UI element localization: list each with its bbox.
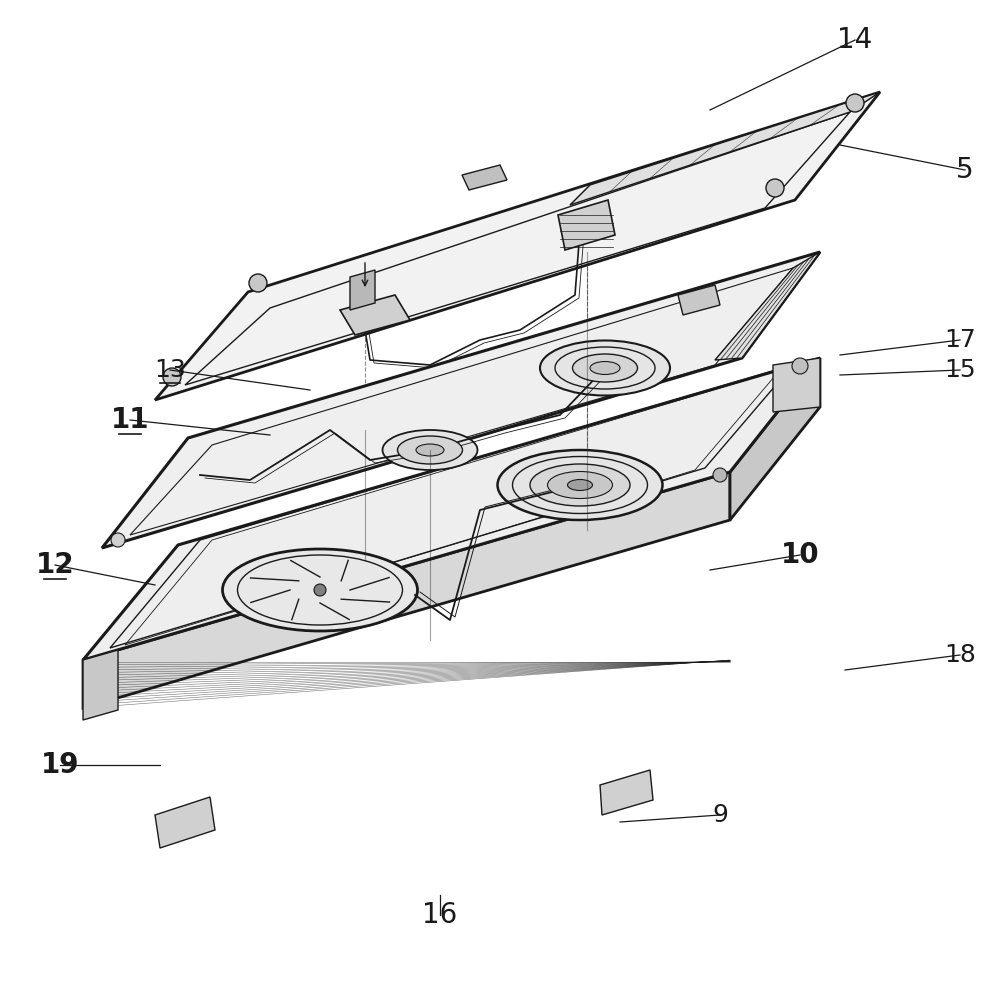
Polygon shape (730, 358, 820, 520)
Circle shape (249, 274, 267, 292)
Ellipse shape (398, 436, 462, 464)
Polygon shape (715, 252, 820, 360)
Text: 16: 16 (422, 901, 458, 929)
Circle shape (163, 368, 181, 386)
Ellipse shape (498, 450, 662, 520)
Polygon shape (102, 252, 820, 548)
Ellipse shape (568, 480, 592, 490)
Text: 14: 14 (837, 26, 873, 54)
Text: 18: 18 (944, 643, 976, 667)
Ellipse shape (540, 340, 670, 395)
Circle shape (314, 584, 326, 596)
Polygon shape (340, 295, 410, 335)
Polygon shape (155, 92, 880, 400)
Polygon shape (600, 770, 653, 815)
Text: 11: 11 (111, 406, 149, 434)
Polygon shape (773, 358, 820, 412)
Polygon shape (83, 650, 118, 720)
Polygon shape (155, 797, 215, 848)
Polygon shape (83, 358, 820, 660)
Text: 13: 13 (154, 358, 186, 382)
Ellipse shape (590, 361, 620, 374)
Polygon shape (558, 200, 615, 250)
Polygon shape (678, 285, 720, 315)
Ellipse shape (416, 444, 444, 456)
Polygon shape (570, 92, 880, 205)
Circle shape (766, 179, 784, 197)
Text: 12: 12 (36, 551, 74, 579)
Ellipse shape (530, 464, 630, 506)
Text: 15: 15 (944, 358, 976, 382)
Circle shape (111, 533, 125, 547)
Ellipse shape (222, 549, 418, 631)
Ellipse shape (572, 354, 638, 382)
Ellipse shape (548, 472, 612, 498)
Text: 10: 10 (781, 541, 819, 569)
Circle shape (713, 468, 727, 482)
Text: 19: 19 (41, 751, 79, 779)
Text: 5: 5 (956, 156, 974, 184)
Text: 17: 17 (944, 328, 976, 352)
Ellipse shape (382, 430, 478, 470)
Polygon shape (462, 165, 507, 190)
Polygon shape (350, 270, 375, 310)
Polygon shape (83, 472, 730, 708)
Text: 9: 9 (712, 803, 728, 827)
Circle shape (846, 94, 864, 112)
Circle shape (792, 358, 808, 374)
